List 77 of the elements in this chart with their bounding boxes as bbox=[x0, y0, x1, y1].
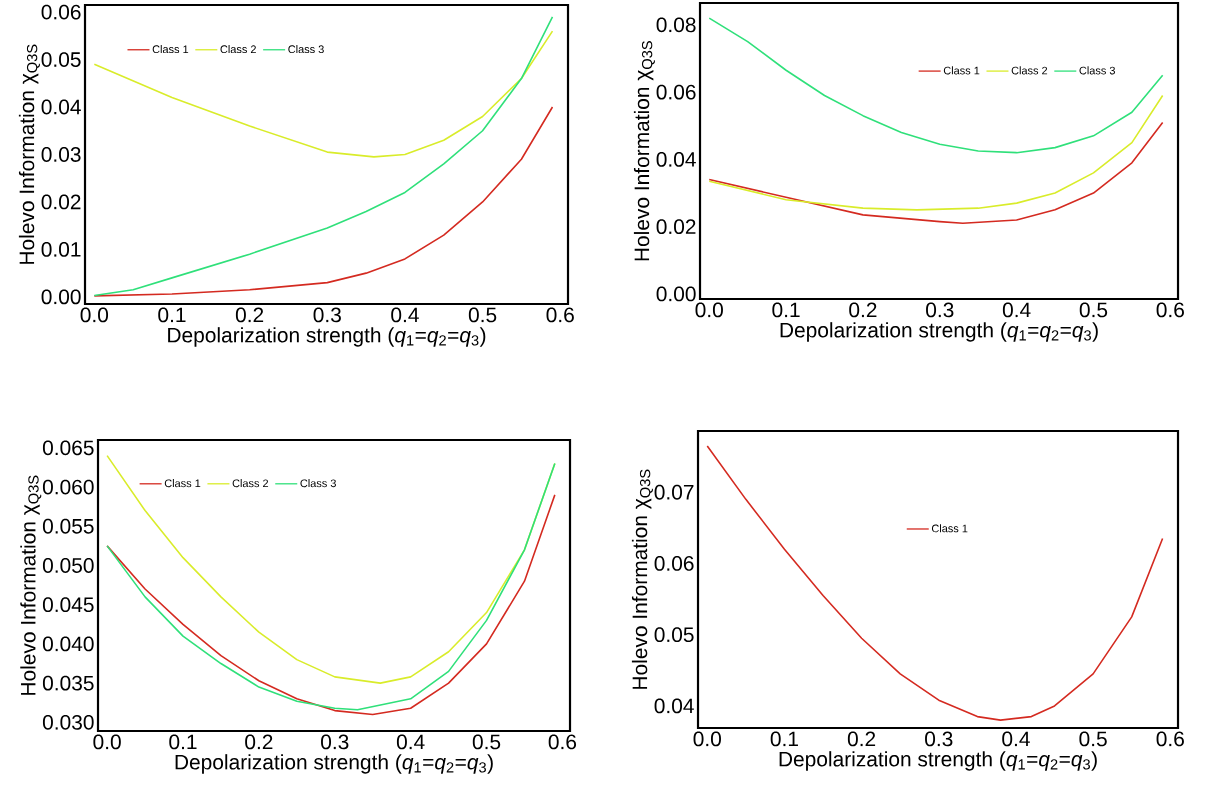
x-tick-label: 0.1 bbox=[158, 307, 186, 323]
text: Depolarization strength (q$_{1}$=q$_{2}$=q$_{3}$) bbox=[780, 322, 1098, 342]
y-tick-label: 0.05 bbox=[41, 52, 81, 67]
y-tick-label: 0.04 bbox=[41, 99, 81, 115]
y-axis-title: Holevo Information χ$_{Q3S}$ bbox=[633, 41, 655, 261]
x-tick-label: 0.0 bbox=[80, 307, 109, 323]
line-series bbox=[93, 30, 554, 158]
y-tick-label: 0.055 bbox=[42, 518, 94, 534]
x-tick-label: 0.3 bbox=[925, 731, 953, 747]
legend-label: Class 2 bbox=[220, 45, 256, 54]
x-tick-label: 0.6 bbox=[548, 734, 577, 750]
legend-label: Class 2 bbox=[232, 479, 269, 488]
x-tick-label: 0.1 bbox=[770, 731, 798, 747]
x-tick-label: 0.4 bbox=[396, 734, 425, 750]
x-tick-label: 0.3 bbox=[926, 302, 954, 318]
legend-label: Class 3 bbox=[300, 479, 336, 488]
x-tick-label: 0.0 bbox=[695, 302, 723, 318]
x-tick-label: 0.6 bbox=[546, 307, 574, 323]
text: Depolarization strength (q$_{1}$=q$_{2}$=q$_{3}$) bbox=[779, 751, 1097, 771]
y-axis-title: Holevo Information χ$_{Q3S}$ bbox=[631, 469, 653, 689]
y-tick-label: 0.045 bbox=[42, 597, 94, 613]
x-tick-label: 0.5 bbox=[468, 307, 497, 323]
y-tick-label: 0.050 bbox=[42, 558, 94, 573]
legend-label: Class 3 bbox=[1079, 66, 1115, 75]
legend-label: Class 1 bbox=[931, 524, 968, 533]
x-tick-label: 0.1 bbox=[772, 302, 800, 318]
legend-label: Class 2 bbox=[1011, 66, 1048, 75]
x-tick-label: 0.3 bbox=[313, 307, 341, 323]
x-tick-label: 0.1 bbox=[169, 734, 197, 750]
line-series bbox=[708, 121, 1164, 225]
y-tick-label: 0.035 bbox=[42, 675, 94, 691]
y-tick-label: 0.06 bbox=[656, 84, 696, 100]
line-series bbox=[708, 94, 1164, 211]
y-tick-label: 0.04 bbox=[656, 151, 696, 167]
y-tick-label: 0.00 bbox=[656, 286, 696, 302]
line-series bbox=[706, 445, 1164, 721]
legend-label: Class 1 bbox=[152, 45, 189, 54]
x-tick-label: 0.2 bbox=[849, 302, 877, 318]
y-tick-label: 0.01 bbox=[41, 241, 81, 257]
x-tick-label: 0.5 bbox=[472, 734, 501, 750]
x-tick-label: 0.5 bbox=[1079, 731, 1107, 747]
y-tick-label: 0.08 bbox=[656, 17, 696, 33]
y-tick-label: 0.060 bbox=[42, 479, 94, 495]
x-tick-label: 0.4 bbox=[391, 307, 419, 323]
y-axis-title: Holevo Information χ$_{Q3S}$ bbox=[20, 475, 42, 695]
y-tick-label: 0.040 bbox=[42, 636, 94, 652]
y-tick-label: 0.05 bbox=[654, 627, 694, 643]
x-tick-label: 0.6 bbox=[1156, 302, 1184, 318]
y-tick-label: 0.02 bbox=[656, 219, 696, 235]
y-tick-label: 0.030 bbox=[42, 714, 94, 730]
y-tick-label: 0.06 bbox=[41, 4, 81, 20]
line-series bbox=[93, 106, 554, 297]
line-series bbox=[708, 17, 1164, 154]
legend-label: Class 1 bbox=[164, 479, 201, 488]
x-tick-label: 0.2 bbox=[235, 307, 264, 323]
y-tick-label: 0.04 bbox=[654, 698, 694, 714]
text: Depolarization strength (q$_{1}$=q$_{2}$=q$_{3}$) bbox=[175, 754, 493, 774]
y-tick-label: 0.06 bbox=[654, 556, 694, 571]
y-axis-title: Holevo Information χ$_{Q3S}$ bbox=[18, 44, 40, 264]
x-tick-label: 0.2 bbox=[245, 734, 273, 750]
y-tick-label: 0.065 bbox=[42, 440, 94, 456]
y-tick-label: 0.00 bbox=[41, 289, 81, 305]
x-tick-label: 0.0 bbox=[693, 731, 721, 747]
x-tick-label: 0.2 bbox=[847, 731, 876, 747]
x-tick-label: 0.3 bbox=[321, 734, 349, 750]
x-tick-label: 0.0 bbox=[93, 734, 121, 750]
x-tick-label: 0.6 bbox=[1156, 731, 1184, 747]
y-tick-label: 0.07 bbox=[654, 484, 694, 500]
legend-label: Class 1 bbox=[943, 66, 980, 75]
y-tick-label: 0.02 bbox=[41, 194, 81, 210]
text: Depolarization strength (q$_{1}$=q$_{2}$=q$_{3}$) bbox=[168, 327, 486, 347]
x-tick-label: 0.4 bbox=[1002, 302, 1031, 318]
legend-label: Class 3 bbox=[288, 45, 324, 54]
x-tick-label: 0.5 bbox=[1079, 302, 1108, 318]
line-series bbox=[93, 16, 554, 297]
y-tick-label: 0.03 bbox=[41, 147, 81, 162]
x-tick-label: 0.4 bbox=[1002, 731, 1030, 747]
